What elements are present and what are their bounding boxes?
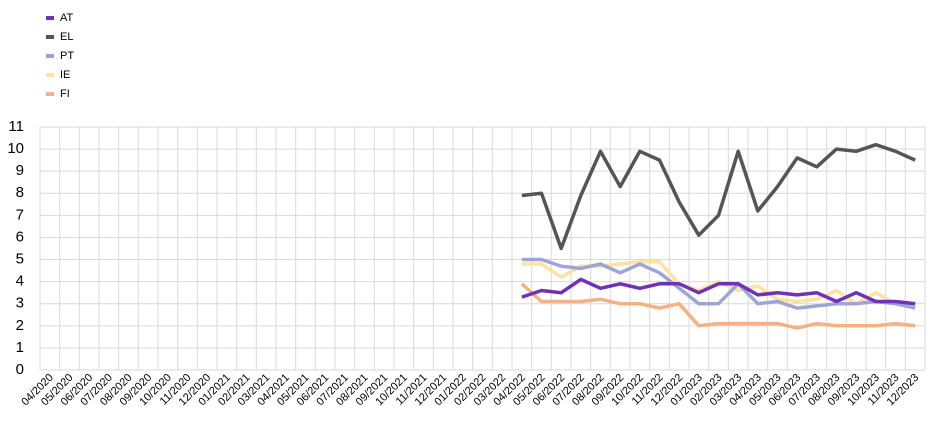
- y-tick-label: 2: [16, 317, 24, 334]
- line-series: [521, 142, 916, 251]
- line-series: [521, 257, 916, 310]
- y-tick-label: 7: [16, 206, 24, 223]
- legend-label: IE: [60, 69, 70, 81]
- y-tick-label: 4: [16, 273, 24, 290]
- y-tick-label: 9: [16, 162, 24, 179]
- legend-label: EL: [60, 31, 73, 43]
- y-tick-label: 11: [8, 118, 24, 135]
- legend-label: PT: [60, 50, 74, 62]
- y-tick-label: 3: [16, 295, 24, 312]
- line-series: [521, 277, 916, 306]
- line-series: [520, 282, 916, 330]
- y-tick-label: 5: [16, 251, 24, 268]
- y-tick-label: 1: [16, 339, 24, 356]
- y-tick-label: 0: [16, 361, 24, 378]
- y-tick-label: 6: [16, 228, 24, 245]
- y-tick-label: 8: [16, 184, 24, 201]
- y-tick-label: 10: [7, 140, 24, 157]
- legend-label: AT: [60, 12, 74, 24]
- legend-label: FI: [60, 88, 70, 100]
